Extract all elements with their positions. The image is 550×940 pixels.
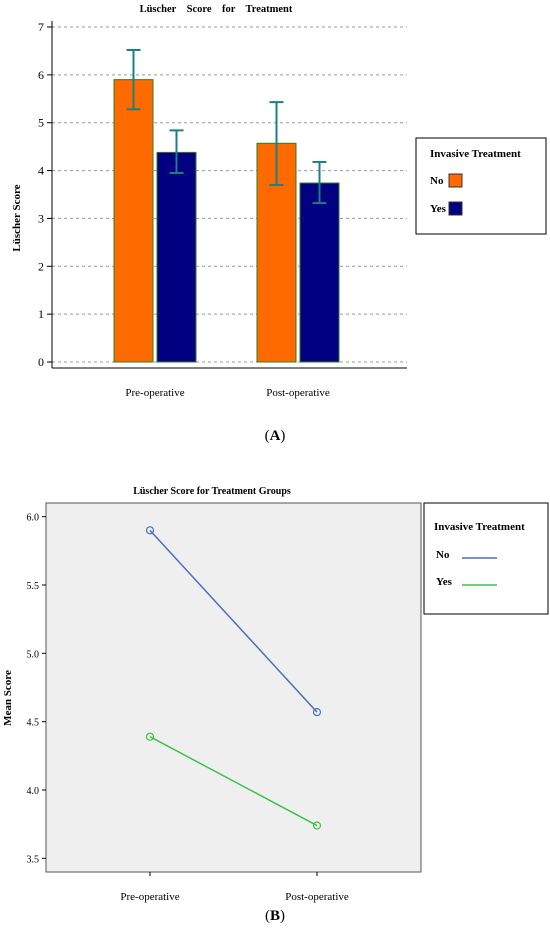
legend-label: Yes bbox=[436, 576, 453, 588]
y-tick-label: 4.0 bbox=[27, 786, 40, 797]
y-tick-label: 5.5 bbox=[27, 581, 40, 592]
data-point-no-0 bbox=[145, 526, 155, 535]
chart-panel-b: Lüscher Score for Treatment Groups Mean … bbox=[0, 470, 550, 935]
y-tick-label: 0 bbox=[38, 355, 44, 369]
x-tick-labels: Pre-operative Post-operative bbox=[125, 387, 330, 399]
axes bbox=[51, 21, 407, 369]
series-line-no bbox=[149, 529, 318, 713]
legend-label: No bbox=[436, 549, 450, 561]
error-bars bbox=[126, 48, 327, 205]
y-tick-label: 1 bbox=[38, 307, 44, 321]
x-tick-labels: Pre-operative Post-operative bbox=[120, 872, 349, 903]
caption-letter: A bbox=[269, 428, 281, 444]
chart-title: Lüscher Score for Treatment Groups bbox=[133, 486, 291, 497]
data-point-yes-1 bbox=[312, 821, 322, 830]
line-chart: Lüscher Score for Treatment Groups Mean … bbox=[2, 486, 549, 903]
bars bbox=[113, 79, 340, 363]
series-lines bbox=[145, 526, 322, 830]
y-tick-label: 2 bbox=[38, 259, 44, 273]
legend-title: Invasive Treatment bbox=[434, 521, 525, 533]
figure-caption-a: (A) bbox=[264, 428, 286, 444]
legend: Invasive Treatment No Yes bbox=[423, 502, 549, 615]
legend-label: No bbox=[430, 175, 444, 187]
y-tick-label: 6 bbox=[38, 68, 44, 82]
legend-title: Invasive Treatment bbox=[430, 148, 521, 160]
x-tick-label: Pre-operative bbox=[125, 387, 184, 399]
chart-panel-a: Lüscher Score for Treatment Lüscher Scor… bbox=[11, 4, 547, 444]
y-tick-label: 3 bbox=[38, 211, 44, 225]
figure-caption-b: (B) bbox=[264, 908, 285, 924]
y-axis-label: Mean Score bbox=[2, 670, 14, 726]
y-tick-label: 5 bbox=[38, 116, 44, 130]
data-point-yes-0 bbox=[145, 732, 155, 741]
bar-no-0 bbox=[113, 79, 154, 363]
bar-chart: Lüscher Score for Treatment Lüscher Scor… bbox=[11, 4, 547, 399]
legend: Invasive Treatment No Yes bbox=[415, 137, 547, 235]
y-axis-label: Lüscher Score bbox=[11, 184, 23, 251]
legend-swatch bbox=[448, 201, 463, 216]
x-tick-label: Post-operative bbox=[285, 891, 349, 903]
legend-swatch bbox=[448, 173, 463, 188]
plot-background bbox=[45, 502, 422, 873]
y-axis-ticks: 3.5 4.0 4.5 5.0 5.5 6.0 bbox=[27, 513, 46, 865]
x-tick-label: Pre-operative bbox=[120, 891, 179, 903]
series-line-yes bbox=[149, 736, 318, 827]
legend-label: Yes bbox=[430, 203, 447, 215]
y-tick-label: 7 bbox=[38, 20, 44, 34]
y-tick-label: 5.0 bbox=[27, 649, 40, 660]
y-tick-label: 4 bbox=[38, 164, 44, 178]
data-point-no-1 bbox=[312, 708, 322, 717]
chart-title: Lüscher Score for Treatment bbox=[140, 4, 293, 15]
x-tick-label: Post-operative bbox=[266, 387, 330, 399]
y-tick-labels: 0 1 2 3 4 5 6 7 bbox=[38, 20, 52, 369]
bar-yes-0 bbox=[156, 151, 197, 363]
caption-letter: B bbox=[269, 908, 280, 924]
grid-lines bbox=[52, 26, 407, 363]
y-tick-label: 4.5 bbox=[27, 718, 40, 729]
legend-frame bbox=[415, 137, 547, 235]
y-tick-label: 3.5 bbox=[27, 854, 40, 865]
bar-yes-1 bbox=[299, 182, 340, 363]
y-tick-label: 6.0 bbox=[27, 513, 40, 524]
